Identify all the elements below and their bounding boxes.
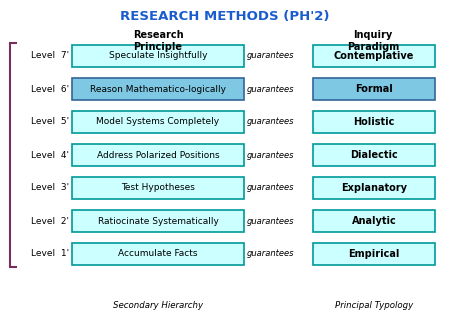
Bar: [72, 210, 244, 232]
Bar: [72, 45, 244, 67]
Text: Principal Typology: Principal Typology: [335, 301, 413, 310]
Text: Test Hypotheses: Test Hypotheses: [121, 183, 195, 192]
Text: Inquiry
Paradigm: Inquiry Paradigm: [347, 30, 399, 52]
Text: Secondary Hierarchy: Secondary Hierarchy: [113, 301, 203, 310]
Text: guarantees: guarantees: [246, 183, 294, 192]
Bar: [313, 45, 435, 67]
Text: guarantees: guarantees: [246, 117, 294, 127]
Bar: [313, 210, 435, 232]
Bar: [72, 144, 244, 166]
Bar: [72, 111, 244, 133]
Text: Level  3': Level 3': [31, 183, 69, 192]
Text: Analytic: Analytic: [351, 216, 396, 226]
Bar: [313, 111, 435, 133]
Text: guarantees: guarantees: [246, 217, 294, 225]
Bar: [313, 144, 435, 166]
Text: Speculate Insightfully: Speculate Insightfully: [109, 52, 207, 60]
Text: Model Systems Completely: Model Systems Completely: [96, 117, 220, 127]
Text: Explanatory: Explanatory: [341, 183, 407, 193]
Bar: [72, 243, 244, 265]
Text: Dialectic: Dialectic: [350, 150, 398, 160]
Bar: [313, 177, 435, 199]
Bar: [313, 78, 435, 100]
Text: Level  6': Level 6': [31, 85, 69, 93]
Text: Level  1': Level 1': [31, 250, 69, 259]
Text: Level  5': Level 5': [31, 117, 69, 127]
Bar: [313, 243, 435, 265]
Text: Reason Mathematico-logically: Reason Mathematico-logically: [90, 85, 226, 93]
Text: Holistic: Holistic: [353, 117, 395, 127]
Text: Ratiocinate Systematically: Ratiocinate Systematically: [98, 217, 218, 225]
Text: Level  2': Level 2': [31, 217, 69, 225]
Bar: [72, 177, 244, 199]
Text: Research
Principle: Research Principle: [133, 30, 183, 52]
Bar: [72, 78, 244, 100]
Text: Contemplative: Contemplative: [334, 51, 414, 61]
Text: guarantees: guarantees: [246, 85, 294, 93]
Text: Level  4': Level 4': [31, 150, 69, 160]
Text: guarantees: guarantees: [246, 250, 294, 259]
Text: Address Polarized Positions: Address Polarized Positions: [97, 150, 219, 160]
Text: Formal: Formal: [355, 84, 393, 94]
Text: guarantees: guarantees: [246, 52, 294, 60]
Text: Empirical: Empirical: [348, 249, 400, 259]
Text: Level  7': Level 7': [31, 52, 69, 60]
Text: RESEARCH METHODS (PH'2): RESEARCH METHODS (PH'2): [120, 10, 330, 23]
Text: guarantees: guarantees: [246, 150, 294, 160]
Text: Accumulate Facts: Accumulate Facts: [118, 250, 198, 259]
